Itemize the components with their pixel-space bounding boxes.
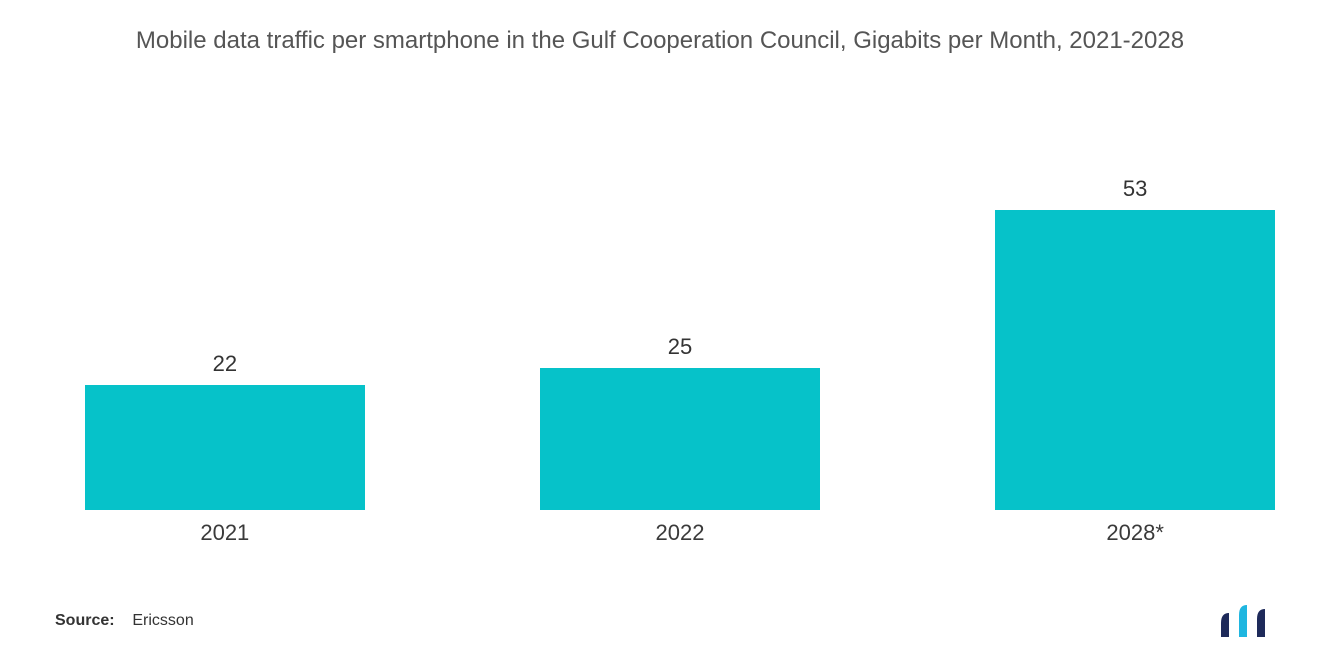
plot-area: 22 25 53 2021 2022 2028* (85, 170, 1275, 550)
bar-slot-2: 53 (995, 210, 1275, 510)
source-line: Source: Ericsson (55, 612, 194, 630)
source-text: Ericsson (132, 612, 193, 629)
bar-slot-1: 25 (540, 368, 820, 510)
bar-0 (85, 385, 365, 510)
category-label-2: 2028* (995, 520, 1275, 546)
value-label-1: 25 (540, 334, 820, 360)
chart-title: Mobile data traffic per smartphone in th… (110, 25, 1210, 57)
logo-bar-1 (1221, 613, 1229, 637)
bar-2 (995, 210, 1275, 510)
brand-logo-icon (1219, 605, 1275, 637)
value-label-0: 22 (85, 351, 365, 377)
source-label: Source: (55, 612, 115, 629)
bar-slot-0: 22 (85, 385, 365, 510)
logo-bar-3 (1257, 609, 1265, 637)
bar-1 (540, 368, 820, 510)
value-label-2: 53 (995, 176, 1275, 202)
category-label-1: 2022 (540, 520, 820, 546)
logo-bar-2 (1239, 605, 1247, 637)
category-label-0: 2021 (85, 520, 365, 546)
